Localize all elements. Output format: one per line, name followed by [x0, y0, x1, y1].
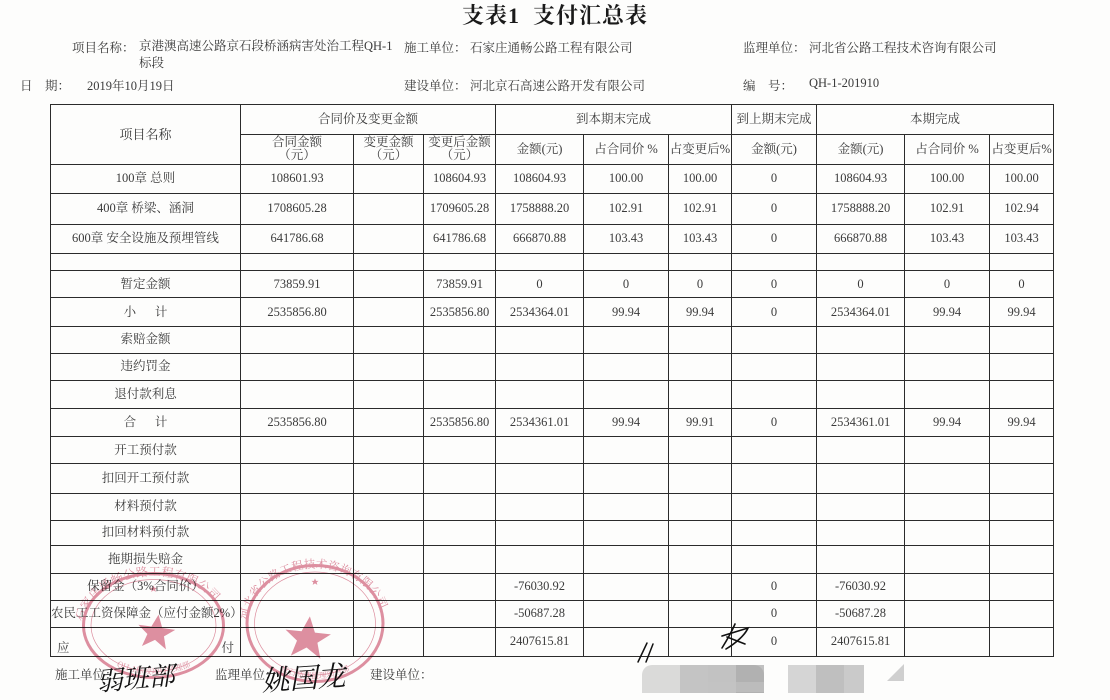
svg-text:河北省公路工程技术咨询有限公司: 河北省公路工程技术咨询有限公司: [240, 557, 390, 621]
svg-text:石家庄通畅公路工程有限公司: 石家庄通畅公路工程有限公司: [76, 566, 224, 623]
